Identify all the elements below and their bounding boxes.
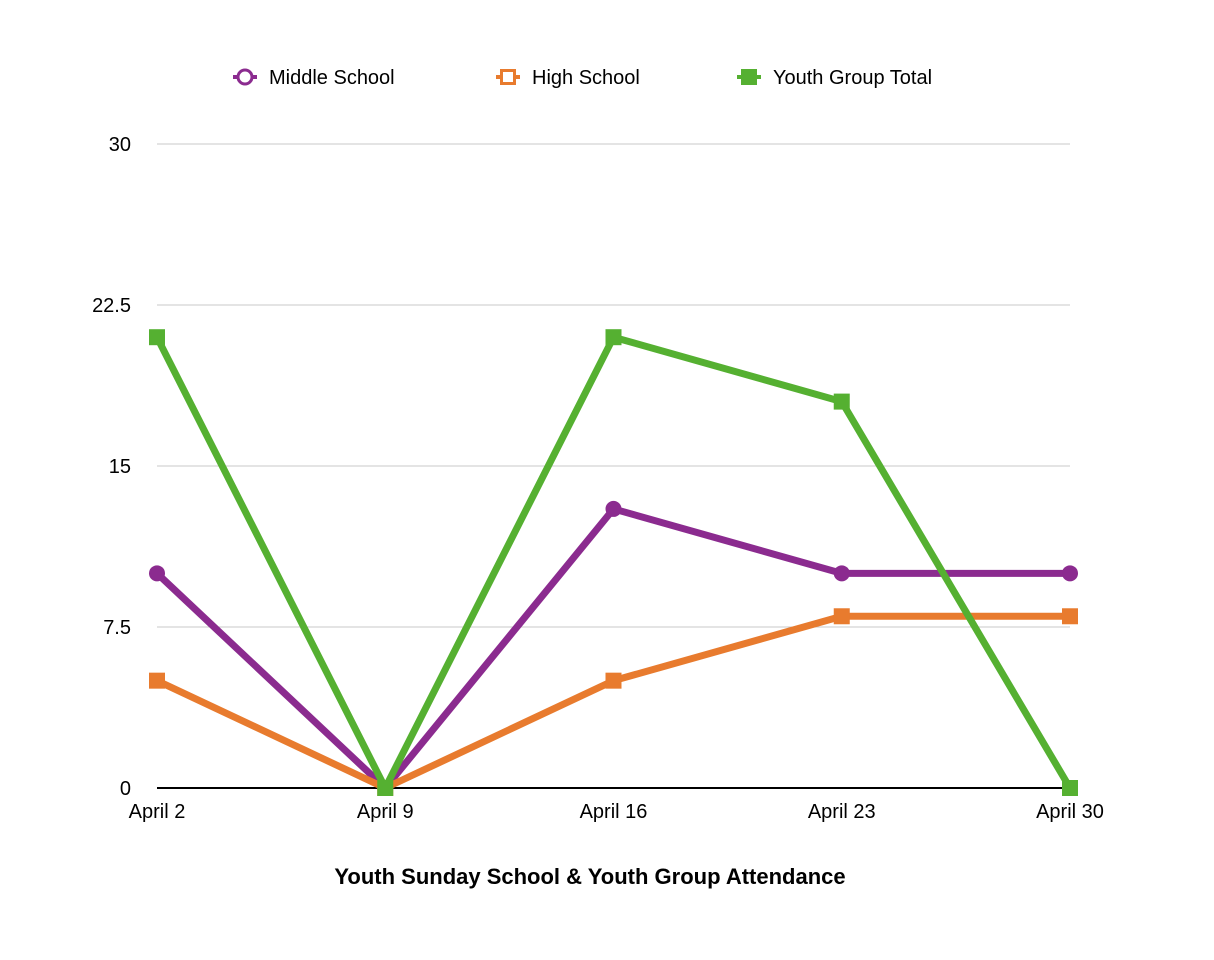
data-point-middle-school [833,565,850,582]
data-point-middle-school [1062,565,1078,582]
grid-lines [157,143,1070,789]
x-tick-label: April 16 [580,801,648,823]
data-point-youth-group-total [377,780,394,796]
chart-title: Youth Sunday School & Youth Group Attend… [334,864,845,889]
data-point-youth-group-total [833,393,850,410]
legend-marker-middle-school [236,68,254,86]
data-point-youth-group-total [1062,780,1078,796]
x-tick-label: April 23 [808,801,876,823]
data-point-high-school [1062,608,1078,625]
series-markers [149,329,1078,796]
y-tick-label: 22.5 [92,295,131,317]
y-tick-label: 0 [120,778,131,800]
series-lines [153,333,1074,792]
data-point-youth-group-total [605,329,622,346]
legend-label-high-school: High School [532,67,640,89]
data-point-middle-school [149,565,165,582]
data-point-middle-school [605,500,622,517]
x-axis-tick-labels: April 2 April 9 April 16 April 23 April 30 [129,801,1104,823]
y-tick-label: 15 [109,456,131,478]
series-line-youth-group-total [153,333,1074,792]
x-tick-label: April 9 [357,801,414,823]
data-point-high-school [605,672,622,689]
x-tick-label: April 30 [1036,801,1104,823]
y-axis-tick-labels: 0 7.5 15 22.5 30 [92,134,131,800]
legend-label-youth-group-total: Youth Group Total [773,67,932,89]
y-tick-label: 7.5 [103,617,131,639]
legend: Middle School High School Youth Group Tota… [233,67,932,89]
data-point-high-school [149,672,165,689]
data-point-youth-group-total [149,329,165,346]
legend-marker-youth-group-total [741,69,757,85]
x-tick-label: April 2 [129,801,186,823]
data-point-high-school [833,608,850,625]
legend-label-middle-school: Middle School [269,67,395,89]
y-tick-label: 30 [109,134,131,156]
legend-marker-high-school [500,69,516,85]
